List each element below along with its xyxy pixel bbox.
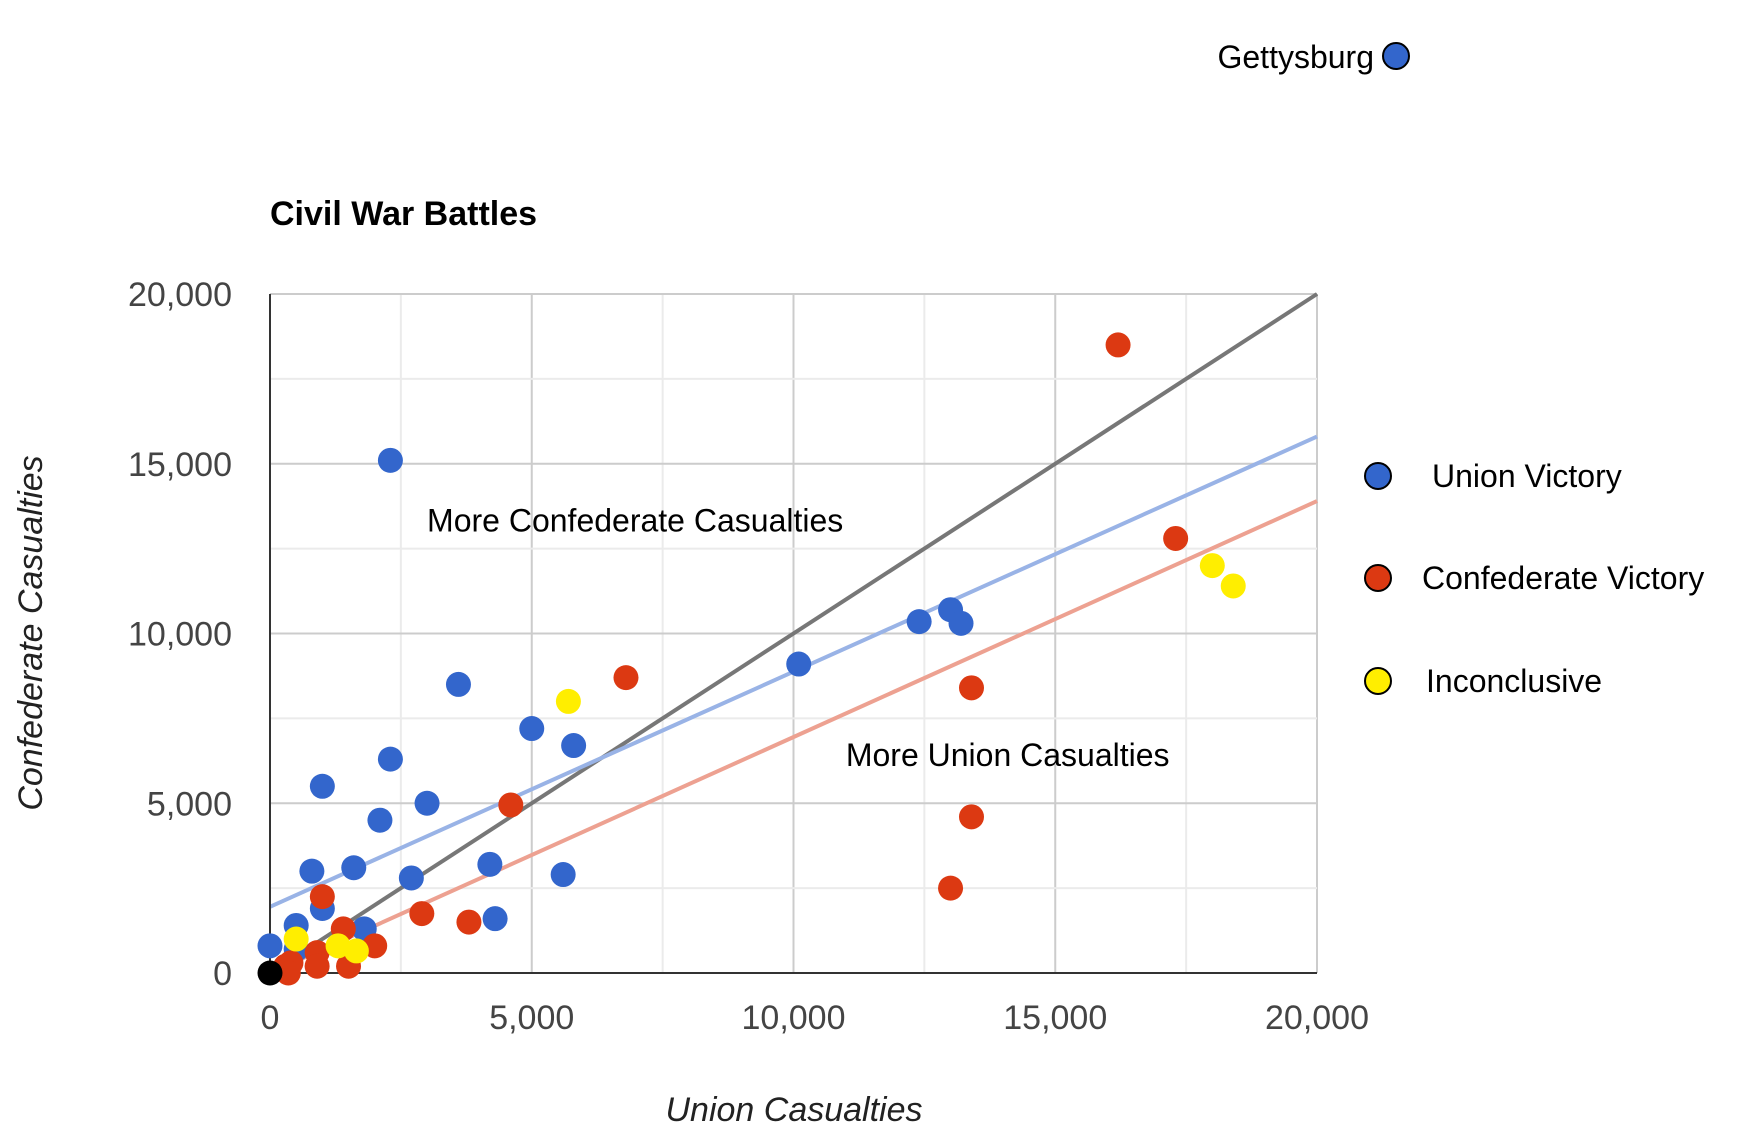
union-victory-point — [414, 790, 440, 816]
union-victory-point — [377, 447, 403, 473]
inconclusive-point — [283, 926, 309, 952]
legend: Union Victory Confederate Victory Inconclu… — [1364, 458, 1704, 699]
legend-marker-confederate-victory — [1364, 564, 1392, 592]
confederate-victory-point — [304, 953, 330, 979]
confederate-victory-point — [409, 901, 435, 927]
data-points — [257, 332, 1246, 986]
y-axis-label: Confederate Casualties — [12, 455, 50, 810]
legend-marker-inconclusive — [1364, 667, 1392, 695]
origin-point — [257, 960, 283, 986]
union-victory-point — [309, 773, 335, 799]
annotation-label: More Confederate Casualties — [427, 503, 843, 539]
annotation-label: More Union Casualties — [846, 737, 1170, 773]
union-victory-point — [906, 609, 932, 635]
union-victory-point — [477, 851, 503, 877]
y-tick-label: 15,000 — [128, 446, 232, 484]
callout-point — [1382, 42, 1410, 70]
union-victory-point — [257, 933, 283, 959]
grid — [270, 293, 1318, 973]
union-victory-point — [786, 651, 812, 677]
y-tick-label: 0 — [213, 955, 232, 993]
x-tick-label: 10,000 — [742, 999, 846, 1037]
x-tick-label: 15,000 — [1003, 999, 1107, 1037]
x-axis-label: Union Casualties — [665, 1091, 922, 1126]
union-victory-point — [299, 858, 325, 884]
union-victory-point — [341, 855, 367, 881]
union-victory-point — [561, 733, 587, 759]
union-victory-point — [398, 865, 424, 891]
confederate-victory-point — [275, 960, 301, 986]
confederate-victory-point — [498, 792, 524, 818]
annotations: More Confederate Casualties More Union Ca… — [427, 503, 1170, 773]
legend-label-inconclusive: Inconclusive — [1426, 663, 1602, 699]
y-tick-label: 20,000 — [128, 276, 232, 314]
x-tick-label: 20,000 — [1265, 999, 1369, 1037]
inconclusive-point — [1220, 573, 1246, 599]
confederate-victory-point — [958, 675, 984, 701]
union-victory-point — [482, 906, 508, 932]
union-victory-point — [377, 746, 403, 772]
union-victory-point — [445, 671, 471, 697]
axes — [269, 294, 1317, 974]
y-tick-label: 5,000 — [147, 785, 232, 823]
x-tick-label: 0 — [261, 999, 280, 1037]
legend-label-confederate-victory: Confederate Victory — [1422, 560, 1704, 596]
gettysburg-callout: Gettysburg — [1217, 39, 1410, 75]
confederate-victory-point — [1105, 332, 1131, 358]
y-tick-label: 10,000 — [128, 616, 232, 654]
confederate-victory-point — [1163, 525, 1189, 551]
union-victory-point — [519, 716, 545, 742]
union-victory-point — [550, 862, 576, 888]
confederate-victory-point — [938, 875, 964, 901]
chart-title: Civil War Battles — [270, 195, 537, 233]
trendline-2 — [269, 499, 1318, 975]
union-victory-point — [367, 807, 393, 833]
x-tick-label: 5,000 — [489, 999, 574, 1037]
inconclusive-point — [343, 938, 369, 964]
tick-labels: 0 5,000 10,000 15,000 20,000 0 5,000 10,000 15,0… — [128, 276, 1369, 1037]
confederate-victory-point — [958, 804, 984, 830]
legend-label-union-victory: Union Victory — [1432, 458, 1622, 494]
callout-label: Gettysburg — [1217, 39, 1374, 75]
confederate-victory-point — [613, 665, 639, 691]
union-victory-point — [948, 610, 974, 636]
legend-marker-union-victory — [1364, 462, 1392, 490]
trendline-0 — [268, 292, 1319, 975]
confederate-victory-point — [309, 884, 335, 910]
confederate-victory-point — [456, 909, 482, 935]
inconclusive-point — [1199, 553, 1225, 579]
inconclusive-point — [555, 688, 581, 714]
